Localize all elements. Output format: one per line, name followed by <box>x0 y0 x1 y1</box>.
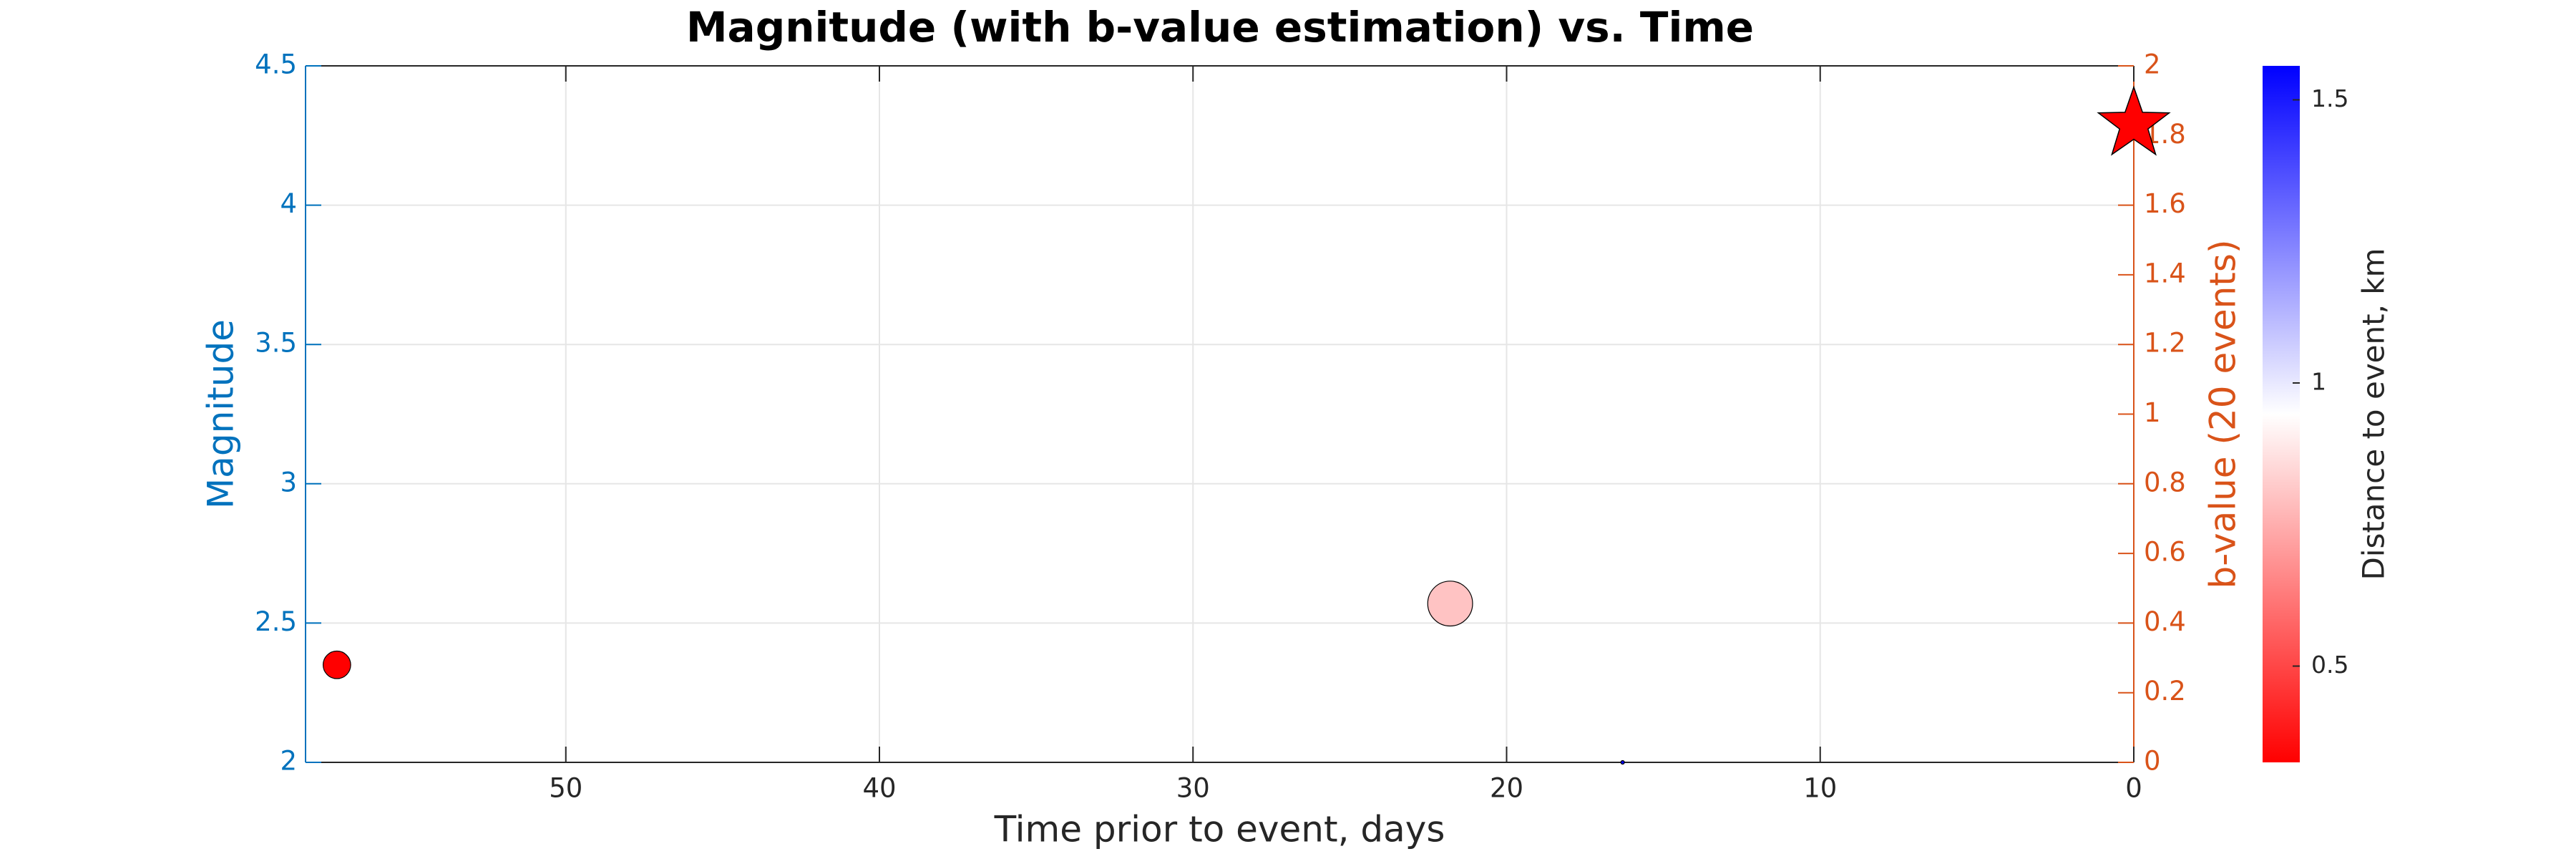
y2-tick-label: 1.2 <box>2144 328 2186 359</box>
colorbar <box>2263 66 2300 762</box>
event-point <box>1620 759 1625 765</box>
mainshock-star <box>2097 85 2171 156</box>
x-tick-label: 30 <box>1176 773 1210 804</box>
y2-tick-label: 0.2 <box>2144 676 2186 707</box>
y-tick-label: 3.5 <box>255 328 297 359</box>
chart-title: Magnitude (with b-value estimation) vs. … <box>686 3 1754 52</box>
y-tick-label: 4 <box>280 188 297 219</box>
y2-tick-label: 0 <box>2144 746 2161 777</box>
y2-tick-label: 0.4 <box>2144 606 2186 637</box>
y2-axis-label: b-value (20 events) <box>2202 240 2244 589</box>
y2-tick-label: 0.8 <box>2144 467 2186 498</box>
event-point <box>322 650 351 679</box>
x-axis-label: Time prior to event, days <box>994 809 1445 850</box>
y-tick-label: 2 <box>280 746 297 777</box>
x-tick-label: 0 <box>2125 773 2142 804</box>
colorbar-label: Distance to event, km <box>2356 248 2391 580</box>
y-tick-label: 3 <box>280 467 297 498</box>
colorbar-tick-label: 0.5 <box>2311 651 2348 679</box>
y2-tick-label: 1 <box>2144 397 2161 428</box>
y2-tick-label: 0.6 <box>2144 537 2186 568</box>
colorbar-tick-label: 1.5 <box>2311 84 2348 112</box>
y2-tick-label: 1.6 <box>2144 188 2186 219</box>
y2-tick-label: 1.4 <box>2144 258 2186 288</box>
x-tick-label: 50 <box>549 773 582 804</box>
y2-tick-label: 2 <box>2144 49 2161 80</box>
event-point <box>1427 581 1473 627</box>
colorbar-tick-label: 1 <box>2311 367 2326 395</box>
x-tick-label: 10 <box>1803 773 1837 804</box>
x-tick-label: 20 <box>1490 773 1523 804</box>
y-tick-label: 2.5 <box>255 606 297 637</box>
x-tick-label: 40 <box>862 773 896 804</box>
y-axis-label: Magnitude <box>200 319 242 509</box>
y-tick-label: 4.5 <box>255 49 297 80</box>
